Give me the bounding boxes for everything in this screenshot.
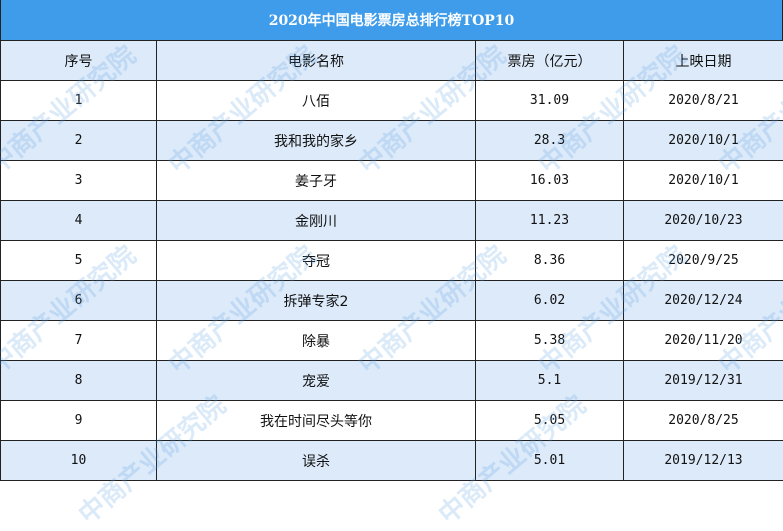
rank-cell: 4	[1, 201, 157, 241]
rank-cell: 2	[1, 121, 157, 161]
release-date-cell: 2020/8/21	[624, 81, 783, 121]
title-cell: 八佰	[157, 81, 476, 121]
title-cell: 我和我的家乡	[157, 121, 476, 161]
box-office-cell: 8.36	[476, 241, 624, 281]
rank-cell: 5	[1, 241, 157, 281]
title-cell: 金刚川	[157, 201, 476, 241]
release-date-cell: 2020/8/25	[624, 401, 783, 441]
title-cell: 误杀	[157, 441, 476, 481]
box-office-cell: 5.05	[476, 401, 624, 441]
title-cell: 夺冠	[157, 241, 476, 281]
rank-cell: 6	[1, 281, 157, 321]
rank-cell: 1	[1, 81, 157, 121]
rank-cell: 10	[1, 441, 157, 481]
box-office-cell: 5.1	[476, 361, 624, 401]
table-title: 2020年中国电影票房总排行榜TOP10	[0, 0, 783, 40]
title-cell: 宠爱	[157, 361, 476, 401]
title-cell: 我在时间尽头等你	[157, 401, 476, 441]
column-header: 电影名称	[157, 41, 476, 81]
box-office-cell: 11.23	[476, 201, 624, 241]
release-date-cell: 2020/9/25	[624, 241, 783, 281]
title-cell: 姜子牙	[157, 161, 476, 201]
release-date-cell: 2020/10/1	[624, 161, 783, 201]
box-office-cell: 28.3	[476, 121, 624, 161]
rank-cell: 9	[1, 401, 157, 441]
release-date-cell: 2020/10/1	[624, 121, 783, 161]
column-header: 上映日期	[624, 41, 783, 81]
header-row: 序号电影名称票房（亿元）上映日期	[1, 41, 783, 81]
column-header: 票房（亿元）	[476, 41, 624, 81]
rank-cell: 3	[1, 161, 157, 201]
title-cell: 拆弹专家2	[157, 281, 476, 321]
box-office-cell: 6.02	[476, 281, 624, 321]
box-office-cell: 31.09	[476, 81, 624, 121]
release-date-cell: 2019/12/13	[624, 441, 783, 481]
box-office-cell: 5.38	[476, 321, 624, 361]
release-date-cell: 2020/11/20	[624, 321, 783, 361]
release-date-cell: 2019/12/31	[624, 361, 783, 401]
release-date-cell: 2020/10/23	[624, 201, 783, 241]
box-office-cell: 5.01	[476, 441, 624, 481]
release-date-cell: 2020/12/24	[624, 281, 783, 321]
rank-cell: 7	[1, 321, 157, 361]
title-cell: 除暴	[157, 321, 476, 361]
box-office-cell: 16.03	[476, 161, 624, 201]
column-header: 序号	[1, 41, 157, 81]
rank-cell: 8	[1, 361, 157, 401]
